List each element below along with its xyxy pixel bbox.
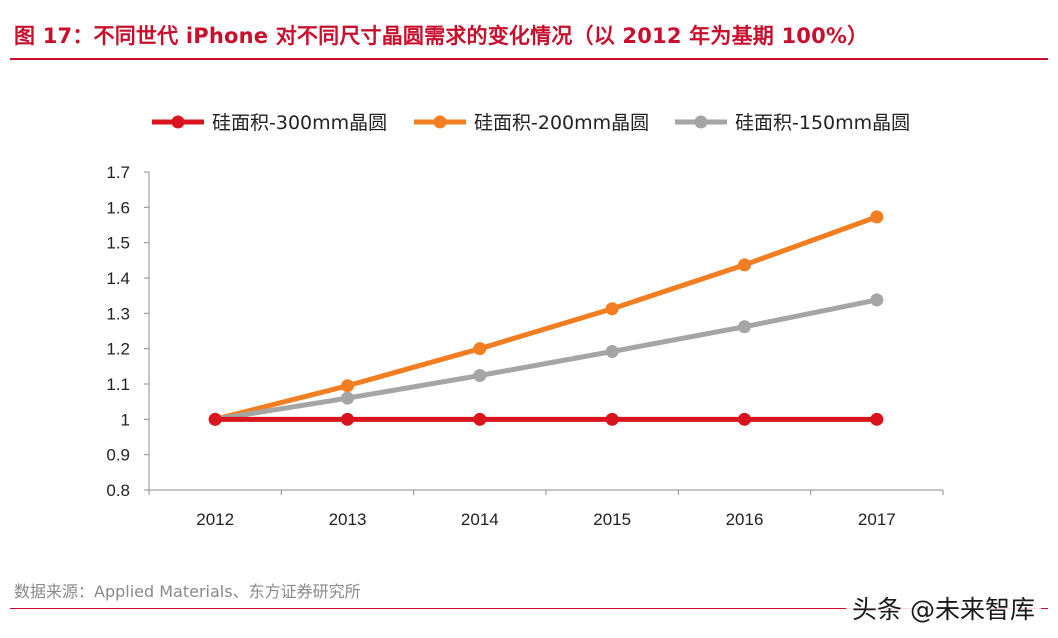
- data-point: [605, 344, 619, 358]
- y-tick-label: 1: [121, 410, 130, 429]
- watermark-text: 头条 @未来智库: [846, 590, 1041, 626]
- data-point: [341, 412, 354, 426]
- legend-label: 硅面积-150mm晶圆: [735, 112, 910, 134]
- legend-item: 硅面积-300mm晶圆: [152, 112, 387, 134]
- y-tick-label: 1.1: [106, 375, 130, 394]
- legend-swatch-marker: [433, 115, 447, 129]
- legend-item: 硅面积-200mm晶圆: [414, 112, 649, 134]
- title-divider: [10, 58, 1048, 60]
- data-point: [473, 342, 487, 356]
- y-tick-label: 0.9: [106, 446, 130, 465]
- x-tick-label: 2017: [858, 510, 896, 529]
- y-tick-label: 1.5: [106, 234, 130, 253]
- legend-item: 硅面积-150mm晶圆: [675, 112, 910, 134]
- x-tick-label: 2015: [593, 510, 631, 529]
- data-point: [870, 412, 884, 426]
- data-point: [341, 391, 354, 405]
- y-tick-label: 1.2: [106, 340, 130, 359]
- legend-swatch-marker: [694, 115, 708, 129]
- data-point: [870, 210, 884, 224]
- data-point: [208, 412, 222, 426]
- legend-label: 硅面积-200mm晶圆: [474, 112, 649, 134]
- y-tick-label: 1.7: [106, 163, 130, 182]
- legend-label: 硅面积-300mm晶圆: [212, 112, 387, 134]
- data-point: [738, 258, 751, 272]
- chart-legend: 硅面积-300mm晶圆 硅面积-200mm晶圆 硅面积-150mm晶圆: [152, 112, 910, 134]
- data-point: [738, 412, 751, 426]
- chart-series: [208, 210, 884, 426]
- legend-swatch-marker: [171, 115, 185, 129]
- y-tick-label: 0.8: [106, 481, 130, 500]
- data-point: [605, 302, 619, 316]
- series-line: [212, 214, 880, 422]
- x-tick-label: 2012: [196, 510, 234, 529]
- x-tick-label: 2016: [726, 510, 764, 529]
- data-point: [605, 412, 619, 426]
- data-point: [738, 320, 751, 334]
- figure-title: 图 17：不同世代 iPhone 对不同尺寸晶圆需求的变化情况（以 2012 年…: [14, 24, 869, 48]
- data-point: [341, 379, 354, 393]
- data-point: [870, 293, 884, 307]
- y-tick-label: 1.6: [106, 198, 130, 217]
- data-point: [473, 412, 487, 426]
- y-tick-label: 1.4: [106, 269, 130, 288]
- y-tick-label: 1.3: [106, 304, 130, 323]
- x-tick-label: 2013: [329, 510, 367, 529]
- data-point: [473, 369, 487, 383]
- x-tick-label: 2014: [461, 510, 499, 529]
- footer-divider: [10, 608, 1048, 609]
- source-note: 数据来源：Applied Materials、东方证券研究所: [14, 582, 361, 601]
- chart-axes: 0.8 0.9 1 1.1 1.2 1.3 1.4 1.5 1.6 1.7 2012 2013 2014…: [106, 163, 944, 529]
- series-line: [212, 297, 880, 422]
